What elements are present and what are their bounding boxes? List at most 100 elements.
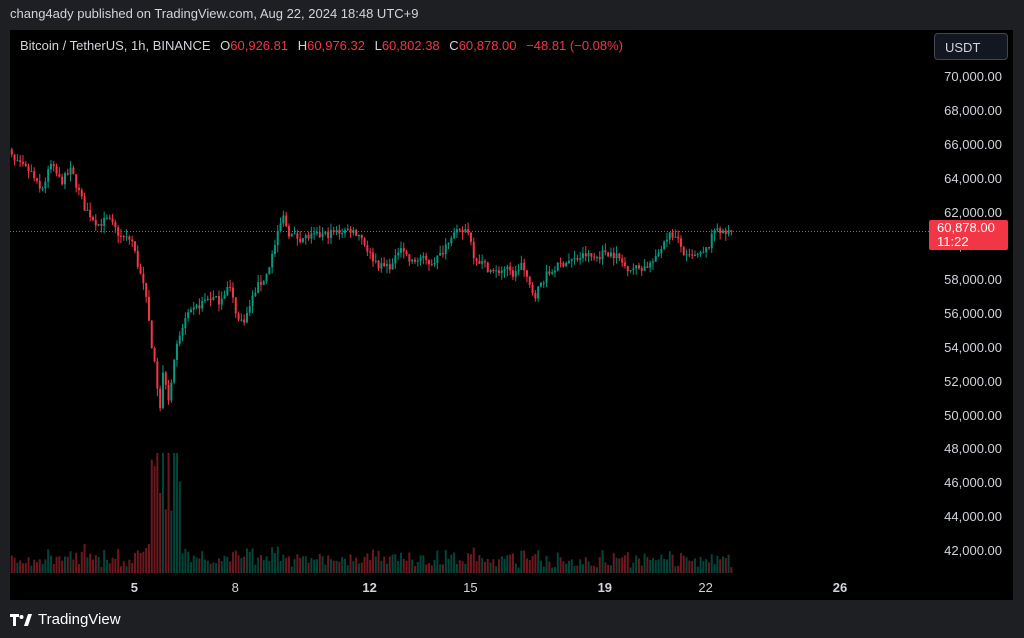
volume-bar (705, 559, 708, 573)
price-tick: 58,000.00 (944, 272, 1002, 288)
volume-bar (478, 555, 481, 573)
candle-body (601, 250, 604, 260)
candle-body (590, 253, 593, 257)
candle-body (699, 252, 702, 255)
candle-body (397, 252, 400, 256)
volume-bar (271, 547, 274, 573)
price-tick: 44,000.00 (944, 508, 1002, 524)
candle-body (545, 271, 548, 283)
candle-body (161, 372, 164, 409)
volume-bar (355, 557, 358, 573)
volume-bar (220, 561, 223, 573)
candle-body (553, 270, 556, 273)
candle-body (97, 224, 100, 226)
volume-bar (481, 558, 484, 573)
volume-bar (310, 558, 313, 573)
volume-bar (531, 556, 534, 573)
volume-bar (94, 555, 97, 573)
volume-bar (618, 558, 621, 573)
legend-high-label: H (297, 38, 308, 53)
volume-bar (497, 559, 500, 573)
candle-body (304, 235, 307, 239)
candle-body (478, 260, 481, 264)
candle-body (10, 149, 13, 155)
volume-bar (13, 557, 16, 573)
volume-bar (604, 562, 607, 573)
candle-body (461, 229, 464, 233)
volume-bar (537, 550, 540, 573)
candle-body (237, 313, 240, 320)
candle-body (282, 215, 285, 224)
candle-body (49, 164, 52, 170)
volume-bar (593, 566, 596, 573)
volume-bar (189, 562, 192, 573)
volume-bar (360, 562, 363, 573)
volume-bar (461, 561, 464, 573)
candle-body (262, 281, 265, 285)
volume-bar (444, 549, 447, 573)
candle-body (475, 258, 478, 261)
candle-body (80, 189, 83, 197)
volume-bar (327, 555, 330, 573)
candle-body (341, 233, 344, 235)
candle-body (509, 266, 512, 271)
volume-bar (587, 561, 590, 573)
candle-body (657, 253, 660, 257)
candle-body (730, 230, 733, 232)
candle-body (472, 241, 475, 259)
candle-body (394, 255, 397, 264)
candle-body (195, 305, 198, 308)
volume-bar (685, 557, 688, 573)
candle-body (142, 273, 145, 283)
volume-bar (97, 556, 100, 573)
candle-body (279, 223, 282, 231)
candle-body (693, 254, 696, 256)
volume-bar (212, 562, 215, 573)
volume-bar (125, 566, 128, 573)
volume-bar (609, 565, 612, 573)
price-axis[interactable] (929, 30, 1013, 600)
candle-body (360, 234, 363, 239)
candle-body (324, 231, 327, 234)
chart-area[interactable] (10, 30, 929, 600)
volume-bar (111, 557, 114, 573)
volume-bar (49, 555, 52, 573)
currency-button[interactable]: USDT (934, 33, 1008, 60)
candle-body (453, 232, 456, 238)
candle-body (492, 269, 495, 272)
candle-body (150, 320, 153, 349)
volume-bar (483, 562, 486, 573)
volume-bar (44, 559, 47, 573)
volume-bar (539, 560, 542, 573)
volume-bar (433, 560, 436, 573)
candle-body (677, 236, 680, 239)
candlestick-chart[interactable] (10, 30, 929, 600)
volume-bar (595, 567, 598, 573)
price-tick: 68,000.00 (944, 103, 1002, 119)
tradingview-logo[interactable]: TradingView (10, 611, 121, 628)
candle-body (539, 282, 542, 287)
price-tick: 42,000.00 (944, 542, 1002, 558)
volume-bar (52, 563, 55, 573)
volume-bar (649, 559, 652, 573)
candle-body (668, 232, 671, 240)
candle-body (164, 372, 167, 385)
candle-body (408, 254, 411, 262)
candle-body (220, 298, 223, 305)
volume-bar (453, 552, 456, 573)
candle-body (307, 235, 310, 239)
candle-body (623, 262, 626, 266)
candle-body (548, 271, 551, 274)
candle-body (489, 269, 492, 272)
volume-bar (178, 481, 181, 573)
volume-bar (425, 564, 428, 573)
volume-bar (133, 552, 136, 573)
volume-bar (35, 562, 38, 573)
legend-symbol[interactable]: Bitcoin / TetherUS, 1h, BINANCE (20, 38, 211, 53)
candle-body (640, 268, 643, 271)
candle-body (710, 233, 713, 249)
chart-legend: Bitcoin / TetherUS, 1h, BINANCE O60,926.… (20, 38, 629, 53)
volume-bar (55, 556, 58, 573)
price-tick: 66,000.00 (944, 136, 1002, 152)
candle-body (128, 236, 131, 240)
